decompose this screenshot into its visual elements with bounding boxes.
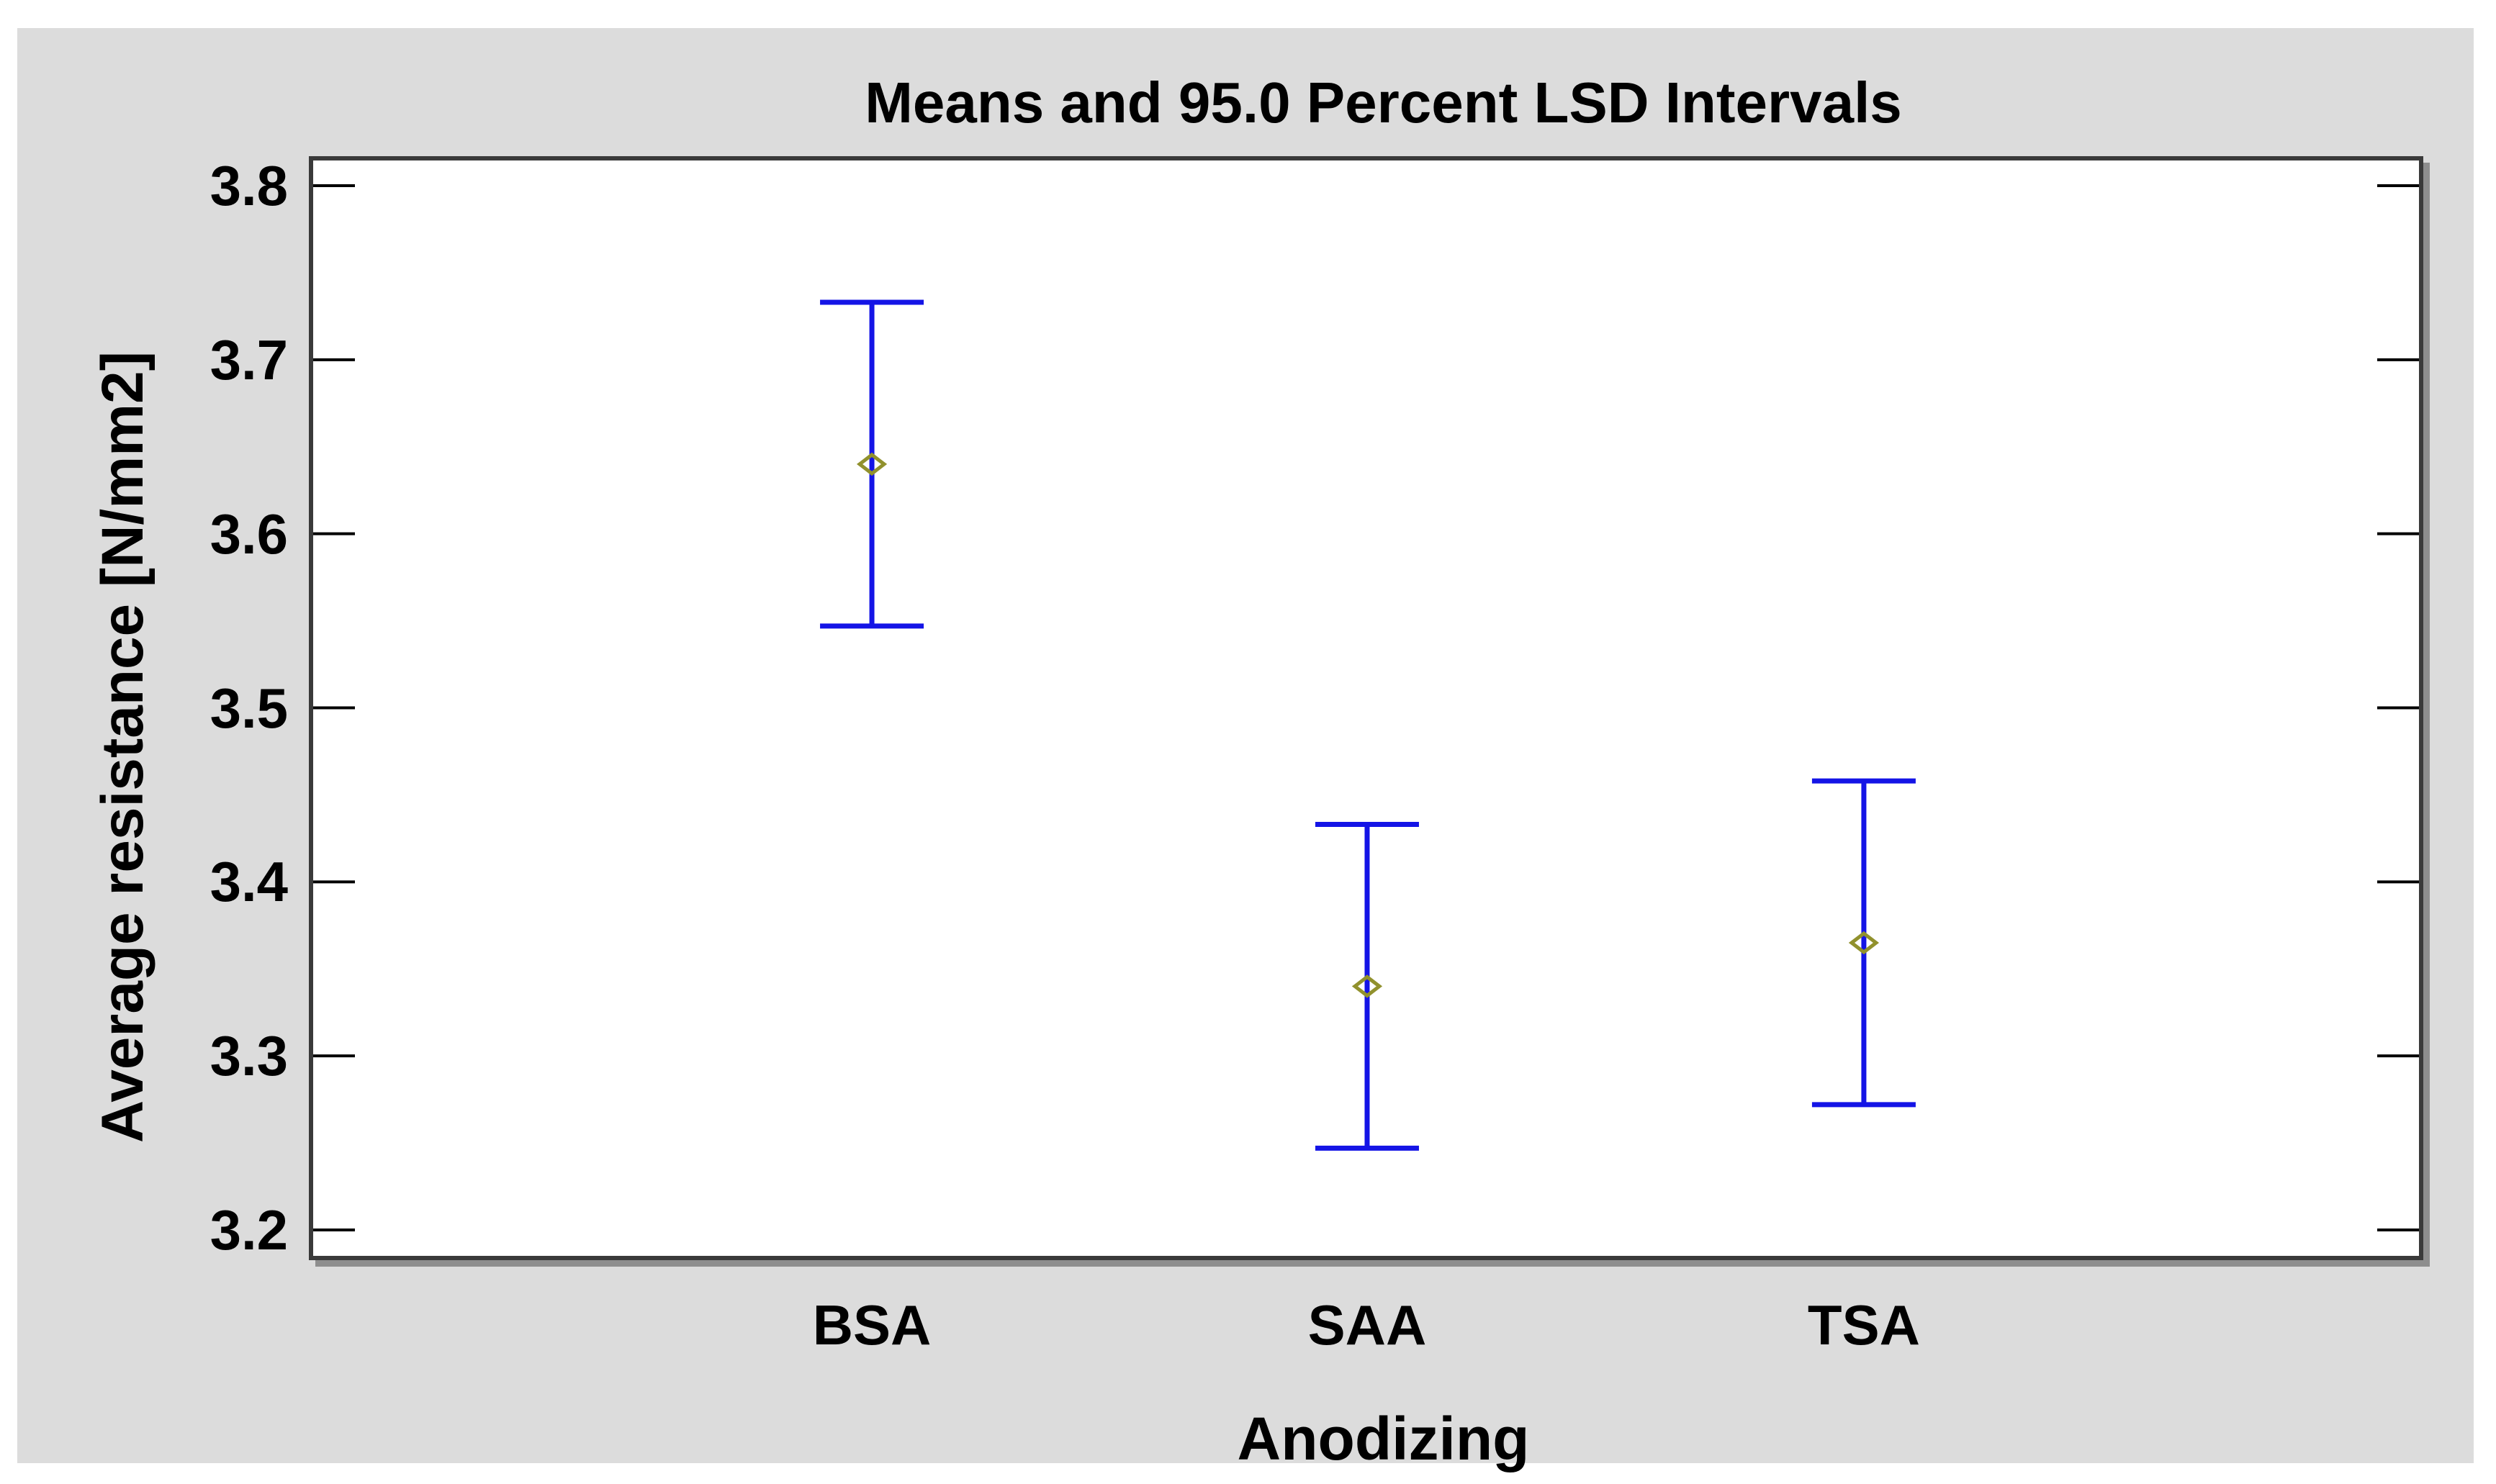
mean-marker-diamond xyxy=(1351,974,1383,998)
x-category-label: SAA xyxy=(1307,1293,1427,1357)
y-tick-label: 3.4 xyxy=(209,850,288,914)
y-tick-label: 3.5 xyxy=(209,676,288,740)
y-tick-label: 3.8 xyxy=(209,154,288,217)
mean-marker-diamond xyxy=(856,452,888,476)
x-category-label: TSA xyxy=(1807,1293,1920,1357)
y-tick-label: 3.2 xyxy=(209,1198,288,1262)
mean-marker-diamond xyxy=(1848,931,1880,955)
y-tick-label: 3.7 xyxy=(209,327,288,392)
x-category-label: BSA xyxy=(812,1293,932,1357)
chart-title: Means and 95.0 Percent LSD Intervals xyxy=(865,71,1902,135)
y-tick-label: 3.6 xyxy=(209,502,288,566)
x-axis-title: Anodizing xyxy=(1237,1405,1530,1472)
y-tick-label: 3.3 xyxy=(209,1024,288,1088)
